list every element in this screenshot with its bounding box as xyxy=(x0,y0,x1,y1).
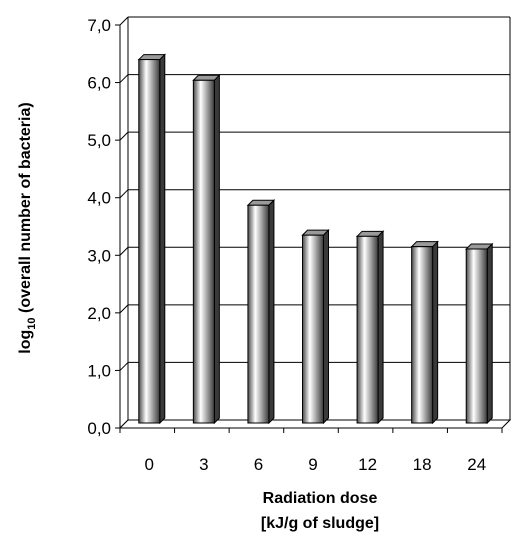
bar xyxy=(302,234,324,424)
gridline-side xyxy=(119,131,129,141)
bar xyxy=(356,235,379,424)
bar xyxy=(411,246,434,424)
gridline-side xyxy=(119,189,129,199)
y-tick-label: 1,0 xyxy=(87,361,111,380)
gridline-side xyxy=(119,246,129,256)
y-axis-title-suffix: (overall number of bacteria) xyxy=(17,102,34,317)
x-axis-title-line2: [kJ/g of sludge] xyxy=(261,515,379,532)
gridline-side xyxy=(119,16,129,26)
gridline-side xyxy=(119,362,129,371)
x-tick-label: 6 xyxy=(254,455,263,474)
gridline-side xyxy=(119,304,129,314)
y-tick-label: 6,0 xyxy=(87,74,111,93)
y-tick-label: 2,0 xyxy=(87,304,111,323)
y-tick-label: 0,0 xyxy=(87,419,111,438)
bar xyxy=(247,204,270,424)
bar xyxy=(138,59,161,424)
y-tick-label: 5,0 xyxy=(87,131,111,150)
y-axis-title-subscript: 10 xyxy=(26,317,38,329)
tick-labels-group: 0,0 1,0 2,0 3,0 4,0 5,0 6,0 7,0 0 3 6 9 12 18 24 xyxy=(87,16,503,474)
y-tick-label: 3,0 xyxy=(87,246,111,265)
x-tick-label: 24 xyxy=(467,455,486,474)
bars-group xyxy=(137,53,494,425)
y-axis-title: log10 (overall number of bacteria) xyxy=(17,102,38,353)
bar-side xyxy=(486,242,493,425)
bar-side xyxy=(377,230,384,425)
x-tick-label: 3 xyxy=(199,455,208,474)
x-tick-label: 12 xyxy=(358,455,377,474)
bar xyxy=(192,79,215,424)
y-tick-label: 7,0 xyxy=(87,16,111,35)
y-tick-label: 4,0 xyxy=(87,189,111,208)
bar-side xyxy=(268,199,275,425)
y-axis-title-prefix: log xyxy=(17,330,34,354)
bar-side xyxy=(213,74,220,425)
bar xyxy=(465,248,488,424)
bar-side xyxy=(159,53,166,425)
x-tick-label: 18 xyxy=(413,455,432,474)
gridline-side xyxy=(119,74,129,83)
x-axis-title-line1: Radiation dose xyxy=(263,490,378,507)
x-tick-label: 9 xyxy=(308,455,317,474)
bar-side xyxy=(432,240,439,425)
bar-side xyxy=(323,228,329,425)
x-tick-label: 0 xyxy=(145,455,154,474)
